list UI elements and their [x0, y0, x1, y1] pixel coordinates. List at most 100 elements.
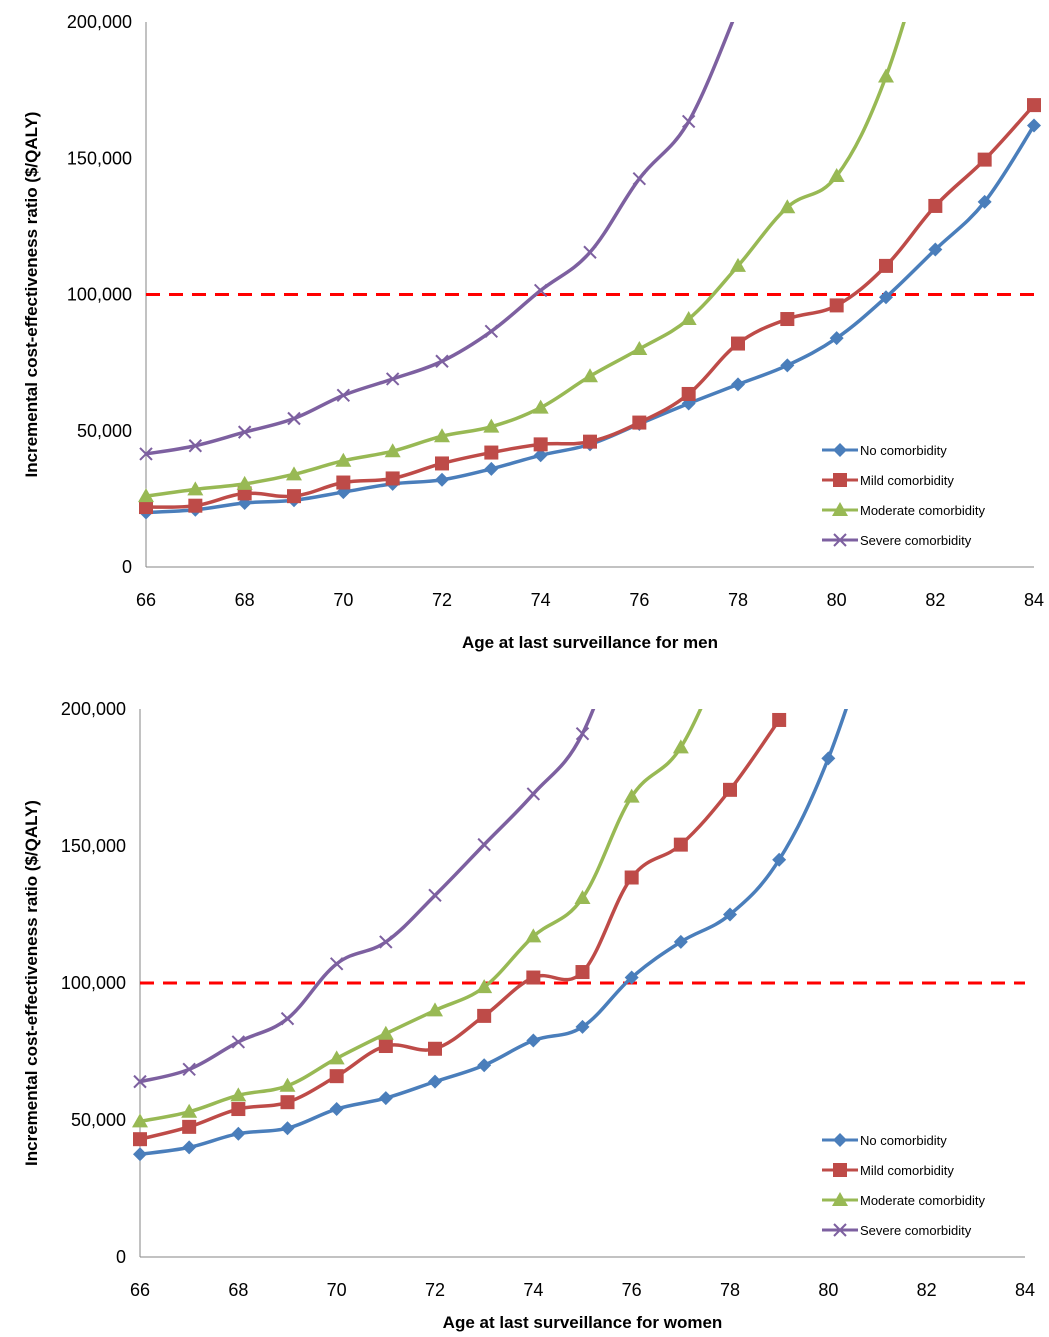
data-point-no-comorbidity — [428, 1075, 442, 1089]
y-tick-label: 150,000 — [67, 148, 132, 168]
data-point-moderate-comorbidity — [878, 69, 894, 83]
data-point-severe-comorbidity — [527, 788, 539, 800]
data-point-mild-comorbidity — [1027, 98, 1041, 112]
x-tick-label: 84 — [1024, 590, 1044, 610]
data-point-mild-comorbidity — [336, 476, 350, 490]
x-tick-label: 68 — [228, 1280, 248, 1300]
y-tick-label: 0 — [122, 557, 132, 577]
data-point-severe-comorbidity — [485, 325, 497, 337]
series-group — [132, 599, 878, 1161]
data-point-moderate-comorbidity — [673, 739, 689, 753]
data-point-mild-comorbidity — [772, 713, 786, 727]
series-line-no-comorbidity — [140, 613, 878, 1154]
legend-label: Severe comorbidity — [860, 533, 972, 548]
x-tick-label: 82 — [925, 590, 945, 610]
data-point-moderate-comorbidity — [631, 341, 647, 355]
data-point-no-comorbidity — [330, 1102, 344, 1116]
data-point-mild-comorbidity — [133, 1132, 147, 1146]
data-point-mild-comorbidity — [330, 1069, 344, 1083]
data-point-no-comorbidity — [821, 751, 835, 765]
y-tick-label: 100,000 — [67, 285, 132, 305]
data-point-moderate-comorbidity — [582, 368, 598, 382]
y-axis-title: Incremental cost-effectiveness ratio ($/… — [22, 800, 41, 1166]
series-line-mild-comorbidity — [140, 720, 779, 1139]
x-tick-label: 66 — [130, 1280, 150, 1300]
data-point-severe-comorbidity — [633, 173, 645, 185]
data-point-no-comorbidity — [133, 1147, 147, 1161]
data-point-no-comorbidity — [231, 1127, 245, 1141]
data-point-mild-comorbidity — [477, 1009, 491, 1023]
data-point-mild-comorbidity — [435, 456, 449, 470]
data-point-mild-comorbidity — [534, 437, 548, 451]
y-tick-label: 150,000 — [61, 836, 126, 856]
data-point-severe-comorbidity — [331, 958, 343, 970]
series-group — [138, 0, 1041, 520]
data-point-mild-comorbidity — [879, 259, 893, 273]
data-point-mild-comorbidity — [281, 1095, 295, 1109]
data-point-mild-comorbidity — [731, 337, 745, 351]
data-point-mild-comorbidity — [674, 838, 688, 852]
legend-marker — [833, 473, 847, 487]
data-point-mild-comorbidity — [632, 416, 646, 430]
x-tick-label: 74 — [523, 1280, 543, 1300]
chart-panel-2: 050,000100,000150,000200,00066 68 70 72 74 76… — [22, 599, 1035, 1332]
y-tick-label: 100,000 — [61, 973, 126, 993]
x-tick-label: 66 — [136, 590, 156, 610]
data-point-mild-comorbidity — [780, 312, 794, 326]
y-tick-label: 200,000 — [67, 12, 132, 32]
legend-label: Severe comorbidity — [860, 1223, 972, 1238]
y-axis-title: Incremental cost-effectiveness ratio ($/… — [22, 112, 41, 478]
x-tick-label: 78 — [720, 1280, 740, 1300]
x-axis-title: Age at last surveillance for women — [443, 1313, 723, 1332]
x-tick-label: 72 — [432, 590, 452, 610]
data-point-mild-comorbidity — [526, 971, 540, 985]
x-tick-label: 82 — [917, 1280, 937, 1300]
data-point-no-comorbidity — [281, 1121, 295, 1135]
data-point-mild-comorbidity — [625, 871, 639, 885]
data-point-no-comorbidity — [484, 462, 498, 476]
data-point-no-comorbidity — [435, 473, 449, 487]
y-tick-label: 50,000 — [71, 1110, 126, 1130]
data-point-mild-comorbidity — [386, 471, 400, 485]
data-point-moderate-comorbidity — [533, 400, 549, 414]
legend-marker — [833, 443, 847, 457]
data-point-severe-comorbidity — [683, 115, 695, 127]
data-point-mild-comorbidity — [928, 199, 942, 213]
legend-label: Moderate comorbidity — [860, 503, 985, 518]
x-tick-label: 80 — [818, 1280, 838, 1300]
data-point-no-comorbidity — [379, 1091, 393, 1105]
x-tick-label: 80 — [827, 590, 847, 610]
data-point-mild-comorbidity — [978, 153, 992, 167]
data-point-mild-comorbidity — [723, 783, 737, 797]
series-line-severe-comorbidity — [140, 599, 632, 1081]
y-tick-label: 0 — [116, 1247, 126, 1267]
y-tick-label: 200,000 — [61, 699, 126, 719]
data-point-no-comorbidity — [182, 1140, 196, 1154]
x-tick-label: 70 — [333, 590, 353, 610]
legend-label: Moderate comorbidity — [860, 1193, 985, 1208]
x-tick-label: 70 — [327, 1280, 347, 1300]
legend-label: No comorbidity — [860, 443, 947, 458]
data-point-mild-comorbidity — [428, 1042, 442, 1056]
series-line-moderate-comorbidity — [146, 0, 935, 496]
chart-panel-1: 0 50,000 100,000 150,000 200,000 66 68 70 72 74 76… — [22, 0, 1044, 652]
legend: No comorbidity Mild comorbidity Moderate c… — [822, 1133, 985, 1238]
x-axis-title: Age at last surveillance for men — [462, 633, 718, 652]
data-point-severe-comorbidity — [436, 355, 448, 367]
data-point-mild-comorbidity — [231, 1102, 245, 1116]
data-point-mild-comorbidity — [682, 387, 696, 401]
legend-marker — [833, 1133, 847, 1147]
legend-label: No comorbidity — [860, 1133, 947, 1148]
x-tick-label: 74 — [531, 590, 551, 610]
data-point-mild-comorbidity — [287, 489, 301, 503]
data-point-severe-comorbidity — [429, 889, 441, 901]
legend-marker — [833, 1163, 847, 1177]
data-point-severe-comorbidity — [380, 936, 392, 948]
data-point-severe-comorbidity — [478, 839, 490, 851]
data-point-mild-comorbidity — [576, 965, 590, 979]
x-tick-label: 68 — [235, 590, 255, 610]
data-point-no-comorbidity — [731, 377, 745, 391]
data-point-mild-comorbidity — [379, 1039, 393, 1053]
